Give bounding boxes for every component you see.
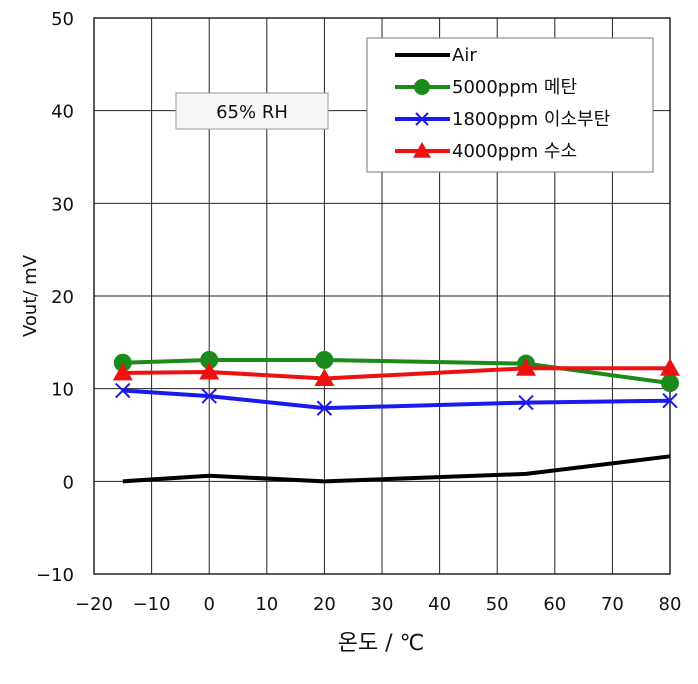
data-point (115, 382, 131, 399)
data-point (200, 350, 219, 369)
y-tick-label: 20 (51, 287, 74, 308)
data-point (112, 362, 133, 381)
series-line (122, 454, 671, 484)
data-point (413, 142, 431, 158)
plot-frame (93, 17, 671, 575)
legend-item: 1800ppm 이소부탄 (395, 109, 610, 130)
x-tick-label: 60 (543, 594, 566, 615)
x-tick-label: 80 (659, 594, 682, 615)
series-4000ppm (112, 358, 680, 386)
x-tick-label: 0 (203, 594, 214, 615)
annotation-text: 65% RH (216, 102, 288, 123)
data-point (662, 393, 678, 409)
x-tick-label: 70 (601, 594, 624, 615)
data-point (414, 79, 430, 95)
data-point (201, 388, 217, 404)
y-tick-label: 30 (51, 194, 74, 215)
x-tick-label: 40 (428, 594, 451, 615)
series-Air (122, 454, 671, 484)
y-tick-label: 0 (63, 472, 74, 493)
data-point (661, 374, 679, 393)
data-point (660, 358, 680, 376)
x-axis-label: 온도 / ℃ (338, 631, 425, 656)
legend: Air 5000ppm 메탄 1800ppm 이소부탄 4000ppm 수소 (366, 37, 654, 173)
legend-label: 1800ppm 이소부탄 (452, 109, 610, 130)
data-point (516, 358, 536, 376)
x-tick-label: 20 (313, 594, 336, 615)
legend-label: 4000ppm 수소 (452, 141, 577, 162)
data-point (314, 368, 335, 386)
x-tick-label: 30 (371, 594, 394, 615)
y-tick-label: −10 (36, 565, 74, 586)
y-tick-label: 10 (51, 380, 74, 401)
data-point (518, 394, 534, 411)
y-axis-label: Vout/ mV (20, 254, 41, 337)
data-point (199, 361, 220, 380)
x-tick-label: −20 (75, 594, 113, 615)
legend-item: 5000ppm 메탄 (395, 77, 577, 98)
data-point (113, 353, 132, 372)
x-tick-label: 50 (486, 594, 509, 615)
data-point (415, 112, 429, 126)
x-tick-label: 10 (255, 594, 278, 615)
legend-item: 4000ppm 수소 (395, 141, 577, 162)
data-point (315, 350, 334, 369)
series-group (112, 350, 680, 484)
y-tick-label: 50 (51, 9, 74, 30)
series-1800ppm (115, 382, 678, 416)
legend-item: Air (395, 45, 477, 66)
legend-label: 5000ppm 메탄 (452, 77, 577, 98)
y-tick-label: 40 (51, 102, 74, 123)
data-point (316, 400, 333, 416)
legend-label: Air (452, 45, 477, 66)
annotation-box: 65% RH (175, 92, 329, 130)
x-tick-label: −10 (133, 594, 171, 615)
